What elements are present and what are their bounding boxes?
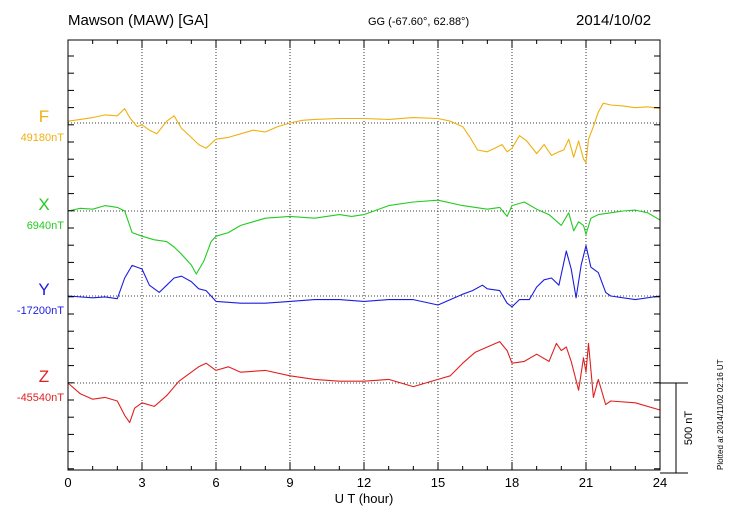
series-y-baseline: -17200nT [17,305,64,317]
chart-labels: F 49180nT X 6940nT Y -17200nT Z -45540nT [17,107,64,404]
chart-ticks: 0 3 6 9 12 15 18 21 24 [64,40,667,490]
series-z-baseline: -45540nT [17,392,64,404]
x-axis-title: U T (hour) [335,491,394,506]
series-x-line [67,199,661,275]
series-x-baseline: 6940nT [27,220,65,232]
x-tick-label: 0 [64,475,71,490]
series-f-baseline: 49180nT [21,132,65,144]
series-y-line [67,245,661,308]
chart-grid [68,40,660,470]
series-f-name: F [39,107,49,126]
x-tick-label: 15 [431,475,445,490]
x-tick-label: 12 [357,475,371,490]
series-x-name: X [38,195,49,214]
chart-traces [67,102,661,424]
series-z-name: Z [39,367,49,386]
x-tick-label: 24 [653,475,667,490]
x-tick-label: 6 [212,475,219,490]
station-coordinates: GG (-67.60°, 62.88°) [368,16,470,28]
series-f-line [67,102,661,164]
station-title: Mawson (MAW) [GA] [68,12,209,29]
x-tick-label: 3 [138,475,145,490]
scale-bar: 500 nT [660,382,695,474]
x-tick-label: 9 [286,475,293,490]
plot-frame [67,39,661,471]
x-tick-label: 21 [579,475,593,490]
scale-bar-label: 500 nT [683,411,695,446]
series-z-line [67,341,661,424]
x-tick-label: 18 [505,475,519,490]
chart-date: 2014/10/02 [576,12,652,29]
series-y-name: Y [38,280,49,299]
